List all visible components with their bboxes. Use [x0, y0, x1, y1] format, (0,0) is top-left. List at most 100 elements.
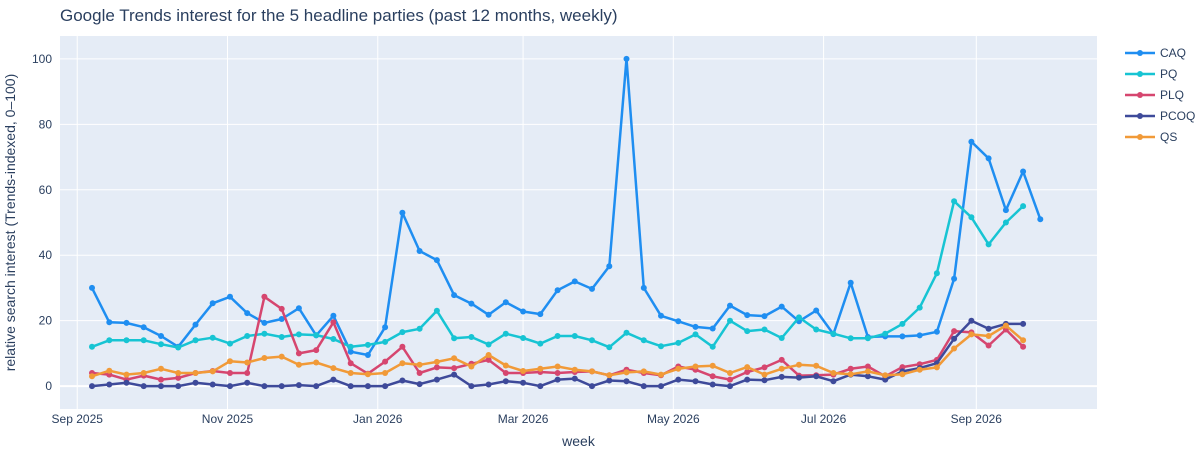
data-point-pq[interactable] — [364, 341, 371, 348]
data-point-pq[interactable] — [571, 333, 578, 339]
data-point-pcoq[interactable] — [364, 383, 371, 390]
data-point-caq[interactable] — [899, 333, 906, 340]
data-point-plq[interactable] — [313, 347, 320, 354]
data-point-qs[interactable] — [658, 371, 664, 378]
data-point-pq[interactable] — [813, 326, 820, 333]
data-point-plq[interactable] — [227, 370, 233, 376]
data-point-caq[interactable] — [727, 302, 733, 309]
data-point-caq[interactable] — [623, 55, 630, 62]
data-point-caq[interactable] — [951, 275, 958, 282]
data-point-qs[interactable] — [399, 360, 406, 367]
data-point-qs[interactable] — [209, 368, 216, 375]
data-point-qs[interactable] — [89, 373, 95, 380]
data-point-pcoq[interactable] — [882, 376, 889, 383]
data-point-pq[interactable] — [502, 330, 509, 337]
data-point-plq[interactable] — [778, 356, 785, 363]
data-point-qs[interactable] — [796, 361, 802, 368]
data-point-pcoq[interactable] — [520, 379, 527, 386]
data-point-pq[interactable] — [347, 343, 354, 350]
data-point-caq[interactable] — [916, 332, 923, 339]
data-point-pcoq[interactable] — [692, 378, 699, 385]
data-point-caq[interactable] — [468, 300, 475, 307]
data-point-pcoq[interactable] — [347, 383, 354, 390]
data-point-qs[interactable] — [813, 362, 820, 369]
data-point-plq[interactable] — [399, 343, 406, 350]
data-point-qs[interactable] — [382, 370, 389, 376]
data-point-caq[interactable] — [416, 248, 423, 254]
data-point-caq[interactable] — [244, 310, 251, 317]
data-point-pcoq[interactable] — [744, 376, 751, 383]
data-point-pcoq[interactable] — [485, 381, 492, 388]
data-point-qs[interactable] — [1020, 337, 1027, 344]
data-point-pq[interactable] — [830, 330, 837, 337]
data-point-caq[interactable] — [433, 257, 440, 264]
data-point-pcoq[interactable] — [727, 383, 733, 390]
data-point-qs[interactable] — [882, 372, 889, 379]
data-point-pq[interactable] — [313, 332, 320, 339]
data-point-pcoq[interactable] — [623, 378, 630, 385]
data-point-pcoq[interactable] — [778, 373, 785, 380]
data-point-pq[interactable] — [382, 338, 389, 345]
data-point-qs[interactable] — [778, 365, 785, 372]
data-point-plq[interactable] — [416, 370, 423, 376]
data-point-qs[interactable] — [175, 370, 182, 376]
data-point-pq[interactable] — [485, 341, 492, 348]
data-point-plq[interactable] — [295, 350, 302, 357]
data-point-pcoq[interactable] — [502, 378, 509, 385]
data-point-pq[interactable] — [554, 333, 561, 339]
data-point-pq[interactable] — [520, 335, 527, 341]
data-point-pcoq[interactable] — [330, 376, 337, 383]
data-point-pq[interactable] — [692, 331, 699, 338]
data-point-caq[interactable] — [261, 319, 268, 326]
data-point-pcoq[interactable] — [951, 335, 958, 342]
data-point-qs[interactable] — [451, 355, 458, 362]
data-point-qs[interactable] — [347, 370, 354, 376]
data-point-caq[interactable] — [571, 278, 578, 285]
data-point-pcoq[interactable] — [416, 381, 423, 388]
data-point-pq[interactable] — [433, 307, 440, 314]
data-point-caq[interactable] — [778, 303, 785, 310]
data-point-pcoq[interactable] — [106, 381, 113, 388]
data-point-pcoq[interactable] — [571, 375, 578, 382]
data-point-pcoq[interactable] — [313, 383, 320, 390]
data-point-qs[interactable] — [951, 345, 958, 352]
data-point-qs[interactable] — [847, 371, 854, 378]
data-point-pcoq[interactable] — [123, 379, 130, 386]
data-point-pcoq[interactable] — [399, 377, 406, 384]
data-point-caq[interactable] — [968, 138, 975, 145]
data-point-pq[interactable] — [192, 337, 199, 344]
data-point-pq[interactable] — [951, 198, 958, 205]
data-point-pq[interactable] — [796, 314, 802, 321]
data-point-pcoq[interactable] — [295, 382, 302, 389]
data-point-caq[interactable] — [364, 352, 371, 358]
data-point-qs[interactable] — [158, 365, 164, 372]
data-point-caq[interactable] — [123, 319, 130, 326]
data-point-plq[interactable] — [847, 365, 854, 372]
data-point-qs[interactable] — [485, 352, 492, 358]
data-point-pcoq[interactable] — [813, 373, 820, 380]
data-point-caq[interactable] — [1020, 168, 1027, 175]
data-point-qs[interactable] — [640, 368, 647, 375]
data-point-pq[interactable] — [175, 344, 182, 351]
data-point-pcoq[interactable] — [192, 379, 199, 386]
data-point-caq[interactable] — [502, 299, 509, 306]
data-point-plq[interactable] — [744, 369, 751, 375]
data-point-caq[interactable] — [847, 279, 854, 286]
data-point-qs[interactable] — [261, 355, 268, 361]
data-point-caq[interactable] — [537, 311, 544, 318]
data-point-caq[interactable] — [106, 319, 113, 326]
data-point-qs[interactable] — [864, 368, 871, 375]
data-point-caq[interactable] — [227, 293, 233, 300]
data-point-pq[interactable] — [640, 337, 647, 344]
data-point-pcoq[interactable] — [968, 317, 975, 324]
data-point-qs[interactable] — [571, 366, 578, 373]
data-point-qs[interactable] — [192, 370, 199, 376]
data-point-qs[interactable] — [623, 369, 630, 376]
data-point-plq[interactable] — [864, 363, 871, 370]
data-point-plq[interactable] — [951, 328, 958, 335]
data-point-caq[interactable] — [382, 324, 389, 331]
data-point-pq[interactable] — [985, 241, 992, 248]
data-point-caq[interactable] — [813, 307, 820, 314]
data-point-qs[interactable] — [744, 364, 751, 371]
data-point-qs[interactable] — [537, 365, 544, 372]
